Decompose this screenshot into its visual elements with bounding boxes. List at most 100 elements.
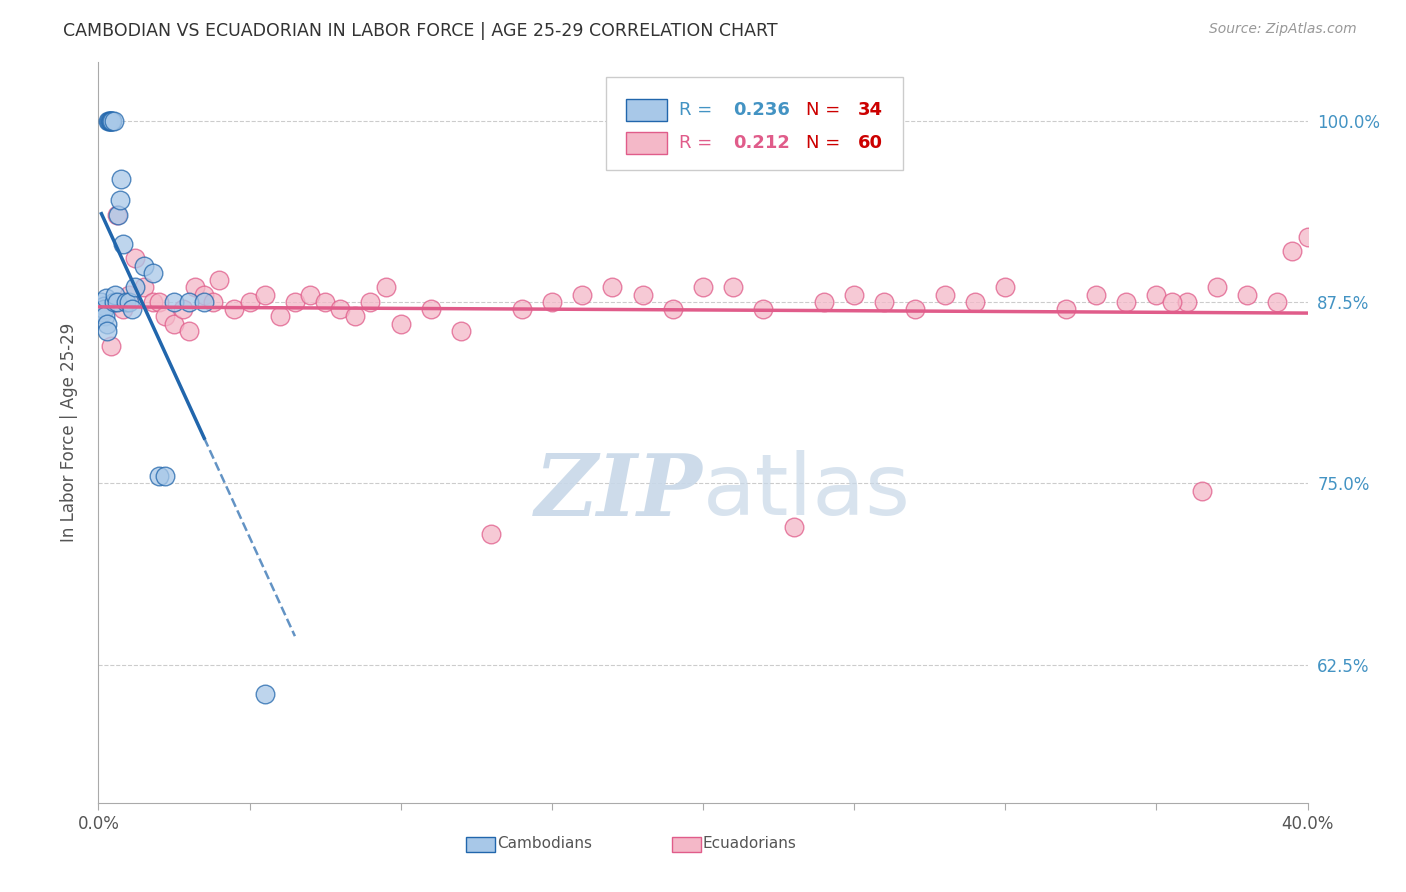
Point [450, 324, 472, 338]
Point [98, 113, 121, 128]
Point [93, 299, 115, 313]
Point [844, 287, 866, 301]
Point [934, 287, 956, 301]
Point [104, 287, 127, 301]
Y-axis label: In Labor Force | Age 25-29: In Labor Force | Age 25-29 [59, 323, 77, 542]
Point [783, 520, 806, 534]
Point [132, 280, 155, 294]
Point [193, 295, 215, 310]
Point [269, 310, 291, 324]
Text: Source: ZipAtlas.com: Source: ZipAtlas.com [1209, 22, 1357, 37]
Point [540, 295, 562, 310]
FancyBboxPatch shape [672, 837, 700, 852]
Point [142, 295, 165, 310]
Point [1281, 244, 1303, 259]
Point [873, 295, 896, 310]
Point [111, 302, 134, 317]
Point [163, 295, 186, 310]
FancyBboxPatch shape [606, 78, 903, 169]
Text: 0.212: 0.212 [734, 134, 790, 153]
Text: atlas: atlas [703, 450, 911, 533]
Point [631, 287, 654, 301]
Point [1206, 280, 1229, 294]
Point [253, 687, 276, 701]
FancyBboxPatch shape [626, 132, 666, 154]
Point [118, 287, 141, 301]
Text: N =: N = [806, 134, 846, 153]
Point [1085, 287, 1108, 301]
FancyBboxPatch shape [465, 837, 495, 852]
Point [1236, 287, 1258, 301]
Point [692, 280, 714, 294]
Point [904, 302, 927, 317]
Text: CAMBODIAN VS ECUADORIAN IN LABOR FORCE | AGE 25-29 CORRELATION CHART: CAMBODIAN VS ECUADORIAN IN LABOR FORCE |… [63, 22, 778, 40]
Point [184, 280, 207, 294]
Point [124, 252, 146, 266]
Point [224, 302, 246, 317]
Point [661, 302, 683, 317]
Point [813, 295, 835, 310]
Point [132, 259, 155, 273]
Text: 0.236: 0.236 [734, 101, 790, 119]
Point [172, 302, 194, 317]
Point [124, 280, 146, 294]
Point [344, 310, 367, 324]
Point [360, 295, 382, 310]
Point [299, 287, 322, 301]
Text: R =: R = [679, 134, 718, 153]
Point [1296, 229, 1319, 244]
Point [103, 295, 125, 310]
Point [602, 280, 624, 294]
Point [96, 317, 118, 331]
Point [253, 287, 276, 301]
Point [111, 236, 134, 251]
Point [389, 317, 412, 331]
Point [1191, 483, 1213, 498]
Point [108, 194, 131, 208]
Point [90, 295, 112, 310]
Point [1267, 295, 1289, 310]
Point [101, 113, 124, 128]
Text: ZIP: ZIP [536, 450, 703, 533]
Point [314, 295, 336, 310]
Point [1115, 295, 1137, 310]
Point [202, 295, 225, 310]
Point [107, 208, 129, 222]
Point [239, 295, 262, 310]
Point [100, 113, 122, 128]
Point [994, 280, 1017, 294]
Text: Cambodians: Cambodians [498, 836, 592, 851]
Point [98, 113, 121, 128]
Text: N =: N = [806, 101, 846, 119]
Point [105, 208, 128, 222]
Point [153, 310, 176, 324]
Point [374, 280, 396, 294]
Point [142, 266, 165, 280]
Point [94, 310, 117, 324]
Point [571, 287, 593, 301]
Point [148, 469, 170, 483]
FancyBboxPatch shape [626, 99, 666, 121]
Point [103, 113, 125, 128]
Text: 34: 34 [858, 101, 883, 119]
Point [510, 302, 533, 317]
Point [118, 295, 141, 310]
Point [148, 295, 170, 310]
Point [100, 113, 122, 128]
Point [208, 273, 231, 287]
Point [329, 302, 352, 317]
Point [284, 295, 307, 310]
Point [121, 302, 143, 317]
Point [93, 302, 115, 317]
Point [94, 291, 117, 305]
Point [723, 280, 745, 294]
Point [114, 295, 136, 310]
Text: 60: 60 [858, 134, 883, 153]
Point [153, 469, 176, 483]
Point [96, 324, 118, 338]
Point [105, 295, 128, 310]
Point [179, 324, 201, 338]
Point [163, 317, 186, 331]
Text: Ecuadorians: Ecuadorians [703, 836, 797, 851]
Point [179, 295, 201, 310]
